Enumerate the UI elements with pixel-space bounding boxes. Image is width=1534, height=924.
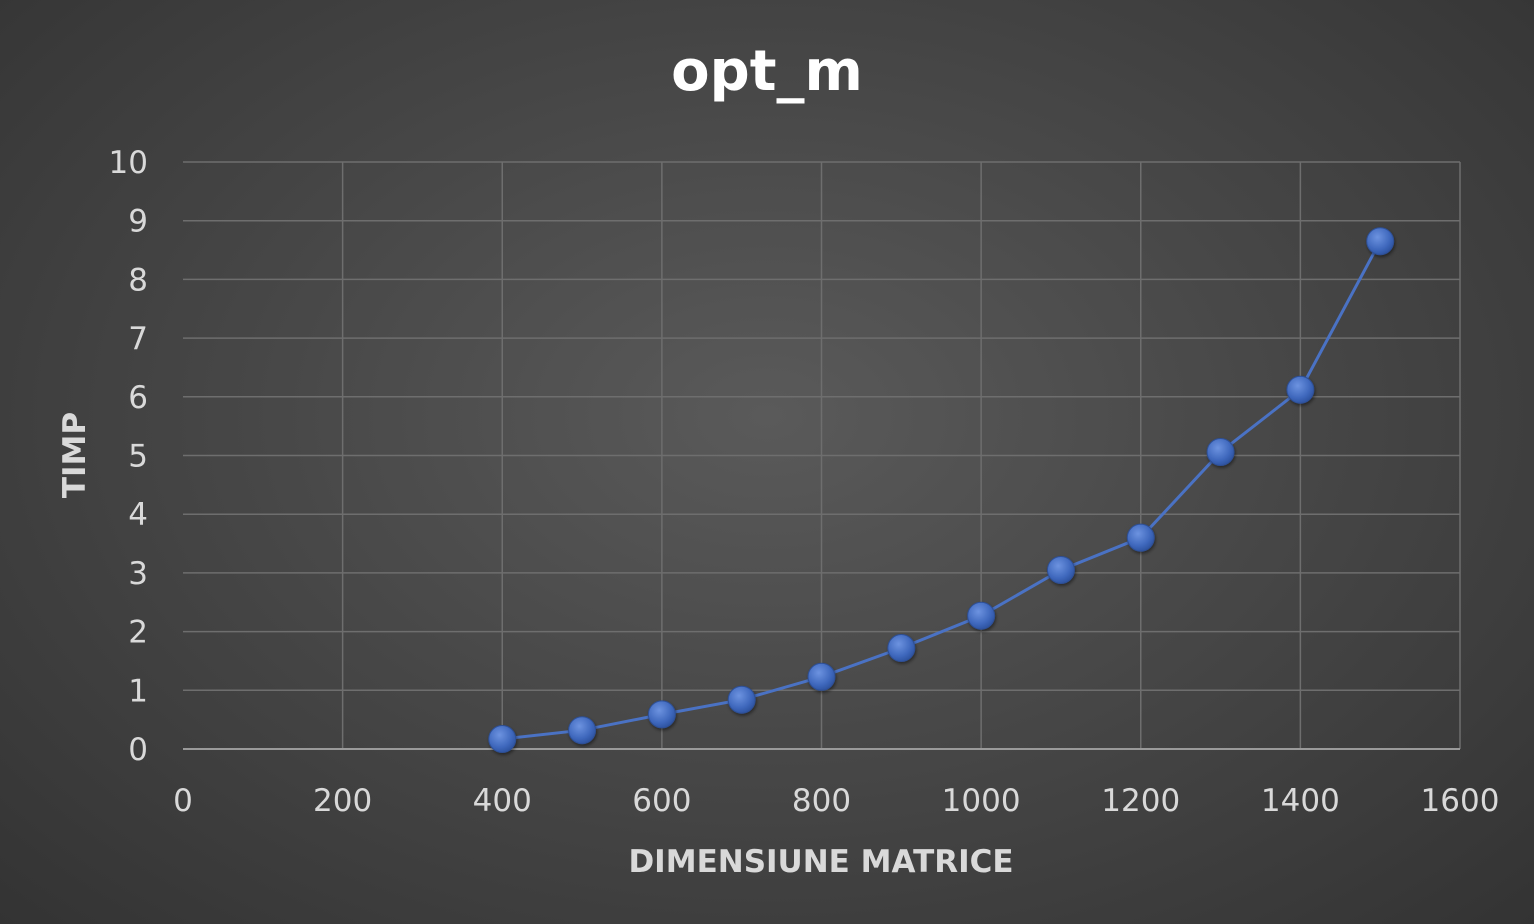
data-point [647, 700, 676, 729]
data-series [488, 227, 1395, 754]
x-tick-labels: 0 200 400 600 800 1000 1200 1400 1600 [173, 783, 1499, 819]
y-tick-label: 0 [128, 732, 148, 768]
gridlines [183, 161, 1461, 749]
data-point [1206, 437, 1235, 466]
x-tick-label: 1000 [942, 783, 1021, 819]
y-tick-label: 8 [128, 262, 148, 298]
y-tick-label: 2 [128, 615, 148, 651]
data-point [967, 601, 996, 630]
data-point [1366, 227, 1395, 256]
y-tick-label: 3 [128, 556, 148, 592]
x-tick-label: 400 [473, 783, 532, 819]
data-point [887, 634, 916, 663]
data-point [1046, 555, 1075, 584]
y-tick-label: 7 [128, 321, 148, 357]
x-tick-label: 600 [632, 783, 691, 819]
y-tick-label: 1 [128, 673, 148, 709]
y-tick-label: 9 [128, 204, 148, 240]
x-tick-label: 1600 [1421, 783, 1500, 819]
chart-title: opt_m [671, 39, 863, 104]
x-tick-label: 0 [173, 783, 193, 819]
x-tick-label: 1400 [1261, 783, 1340, 819]
x-axis-label: DIMENSIUNE MATRICE [628, 844, 1013, 880]
y-axis-label: TIMP [57, 412, 93, 498]
x-tick-label: 200 [313, 783, 372, 819]
y-tick-labels: 0 1 2 3 4 5 6 7 8 9 10 [109, 145, 148, 768]
data-point [1126, 523, 1155, 552]
data-point [568, 716, 597, 745]
x-tick-label: 800 [792, 783, 851, 819]
data-point [727, 685, 756, 714]
x-tick-label: 1200 [1101, 783, 1180, 819]
series-line [502, 240, 1382, 741]
y-tick-label: 5 [128, 439, 148, 475]
data-point [488, 725, 517, 754]
y-tick-label: 6 [128, 380, 148, 416]
y-tick-label: 10 [109, 145, 148, 181]
data-point [1286, 375, 1315, 404]
data-point [807, 662, 836, 691]
y-tick-label: 4 [128, 497, 148, 533]
